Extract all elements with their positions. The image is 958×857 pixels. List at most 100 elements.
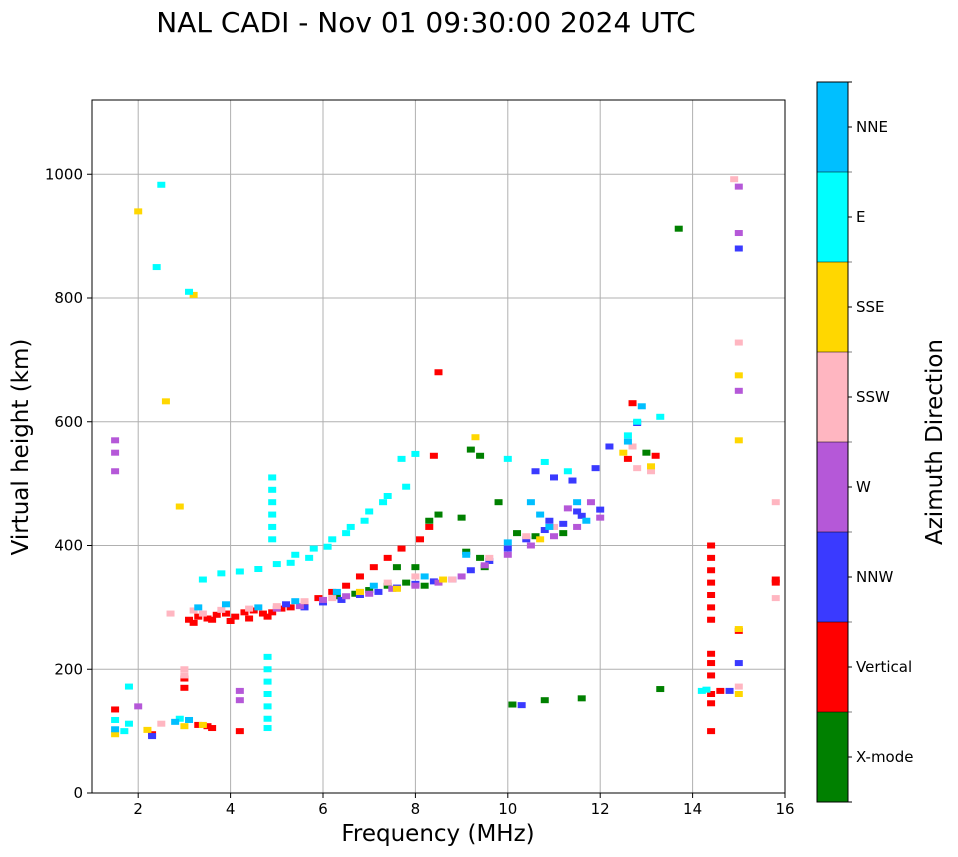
data-point	[568, 477, 577, 484]
data-point	[189, 607, 198, 614]
data-point	[185, 716, 194, 723]
data-point	[563, 468, 572, 475]
data-point	[457, 514, 466, 521]
data-point	[596, 506, 605, 513]
data-point	[522, 536, 531, 543]
data-point	[540, 697, 549, 704]
data-point	[582, 517, 591, 524]
data-point	[268, 511, 277, 518]
data-point	[369, 564, 378, 571]
plot-frame	[91, 99, 786, 794]
series-e	[111, 181, 711, 735]
data-point	[734, 660, 743, 667]
data-point	[734, 437, 743, 444]
data-point	[462, 551, 471, 558]
colorbar-tick-label: Vertical	[856, 658, 912, 676]
data-point	[707, 672, 716, 679]
data-point	[120, 728, 129, 735]
data-point	[231, 613, 240, 620]
data-point	[198, 610, 207, 617]
series-sse	[111, 208, 743, 738]
series-nne	[111, 403, 646, 733]
data-point	[647, 463, 656, 470]
y-tick-label: 1000	[45, 165, 83, 183]
data-point	[383, 582, 392, 589]
x-tick-label: 4	[226, 800, 236, 818]
series-xmode	[332, 225, 683, 708]
data-point	[411, 564, 420, 571]
data-point	[309, 545, 318, 552]
data-point	[291, 598, 300, 605]
data-point	[272, 603, 281, 610]
data-point	[263, 715, 272, 722]
data-point	[425, 523, 434, 530]
data-point	[707, 542, 716, 549]
data-point	[263, 691, 272, 697]
data-point	[365, 587, 374, 594]
x-tick-label: 16	[775, 800, 794, 818]
data-point	[337, 596, 346, 603]
data-point	[134, 208, 143, 215]
data-point	[471, 434, 480, 441]
data-point	[494, 499, 503, 506]
data-point	[282, 601, 291, 608]
data-point	[342, 593, 351, 600]
data-point	[550, 533, 558, 540]
data-point	[212, 611, 221, 618]
data-point	[707, 567, 716, 574]
data-point	[300, 598, 309, 605]
data-point	[540, 527, 549, 534]
data-point	[383, 554, 392, 561]
colorbar-segment	[817, 352, 848, 442]
data-point	[563, 505, 572, 512]
data-point	[226, 617, 235, 624]
x-axis-ticks: 2 4 6 8 10 12 14 16	[133, 793, 795, 818]
data-point	[360, 517, 369, 524]
data-point	[263, 703, 272, 710]
data-point	[245, 605, 254, 612]
data-point	[771, 576, 780, 583]
data-point	[619, 449, 628, 456]
data-point	[716, 687, 725, 694]
data-point	[734, 691, 743, 697]
data-point	[586, 499, 595, 506]
data-point	[392, 564, 401, 571]
data-point	[508, 701, 517, 708]
x-tick-label: 6	[318, 800, 328, 818]
data-point	[346, 523, 355, 530]
data-point	[111, 468, 120, 475]
data-point	[628, 443, 637, 450]
y-tick-label: 600	[54, 413, 83, 431]
colorbar-tick-label: W	[856, 478, 871, 496]
series-w	[111, 183, 743, 710]
data-points	[111, 176, 780, 740]
data-point	[263, 666, 272, 673]
data-point	[235, 697, 244, 704]
data-point	[365, 508, 374, 515]
data-point	[286, 559, 295, 566]
data-point	[503, 455, 512, 462]
data-point	[277, 605, 286, 612]
data-point	[111, 437, 120, 444]
data-point	[180, 723, 189, 730]
data-point	[476, 554, 485, 561]
data-point	[180, 675, 189, 682]
data-point	[707, 579, 716, 586]
data-point	[550, 523, 558, 530]
colorbar-segment	[817, 442, 848, 532]
data-point	[157, 720, 166, 727]
data-point	[573, 523, 582, 530]
x-tick-label: 14	[683, 800, 702, 818]
data-point	[111, 706, 120, 713]
data-point	[577, 695, 586, 702]
data-point	[771, 499, 780, 506]
data-point	[573, 499, 582, 506]
data-point	[189, 291, 198, 298]
data-point	[300, 604, 309, 611]
data-point	[623, 455, 632, 462]
data-point	[198, 721, 207, 728]
data-point	[526, 542, 535, 549]
y-tick-label: 0	[73, 784, 83, 802]
data-point	[203, 723, 212, 730]
